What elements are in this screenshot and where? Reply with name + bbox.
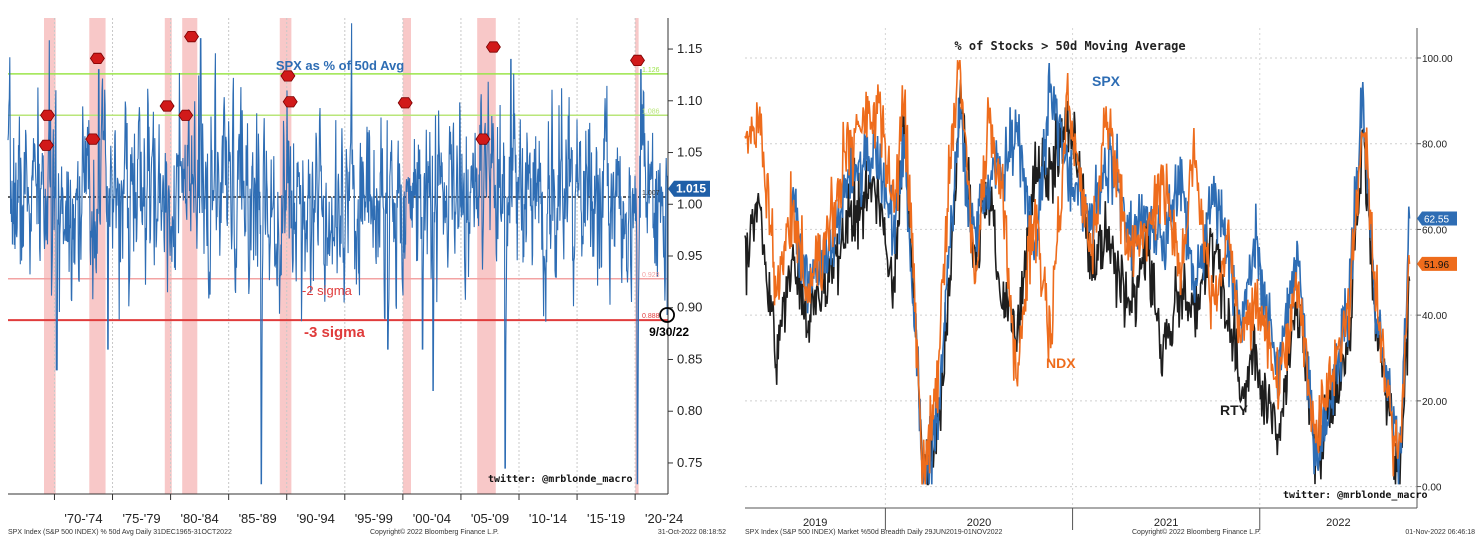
left-chart-title: SPX as % of 50d Avg <box>276 58 404 73</box>
current-value-text: 1.015 <box>676 182 706 196</box>
right-xtick-label-3: 2022 <box>1326 517 1350 529</box>
current-point-circle <box>659 307 675 323</box>
right-ytick-label-5: 100.00 <box>1422 54 1453 65</box>
refline-value-upper_3sigma: 1.126 <box>642 67 660 74</box>
left-xtick-label-2: '80-'84 <box>181 511 219 526</box>
spx-pct-50d-line <box>7 23 669 485</box>
signal-marker-1 <box>38 139 54 151</box>
right-footer-copyright: Copyright© 2022 Bloomberg Finance L.P. <box>1132 528 1261 536</box>
right-xtick-label-2: 2021 <box>1154 517 1178 529</box>
right-footer-source: SPX Index (S&P 500 INDEX) Market %50d Br… <box>745 529 1003 536</box>
right-plot-area <box>745 28 1417 508</box>
signal-marker-7 <box>280 70 296 82</box>
left-plot-area <box>8 18 668 494</box>
signal-marker-8 <box>282 96 298 108</box>
right-chart: % of Stocks > 50d Moving Average SPX NDX… <box>744 28 1475 536</box>
right-ytick-label-3: 60.00 <box>1422 225 1447 236</box>
right-xtick-label-1: 2020 <box>967 517 991 529</box>
left-watermark: twitter: @mrblonde_macro <box>488 473 633 485</box>
signal-marker-5 <box>178 109 194 121</box>
ndx-series-label: NDX <box>1046 355 1076 371</box>
left-ytick-label-5: 1.00 <box>677 196 702 211</box>
refline-value-upper_2sigma: 1.086 <box>642 108 660 115</box>
refline-value-lower_3sigma: 0.888 <box>642 313 660 320</box>
left-xtick-label-5: '95-'99 <box>355 511 393 526</box>
refline-value-lower_2sigma: 0.928 <box>642 272 660 279</box>
left-xtick-label-1: '75-'79 <box>122 511 160 526</box>
recession-shade-4 <box>279 18 292 494</box>
annotation-date: 9/30/22 <box>649 325 689 339</box>
left-footer-source: SPX Index (S&P 500 INDEX) % 50d Avg Dail… <box>8 529 232 536</box>
minus-3-sigma-label: -3 sigma <box>304 324 366 341</box>
ndx-breadth-line <box>744 59 1411 485</box>
rty-series-label: RTY <box>1220 402 1249 418</box>
right-watermark: twitter: @mrblonde_macro <box>1283 489 1428 501</box>
left-ytick-label-1: 0.80 <box>677 403 702 418</box>
left-xtick-label-7: '05-'09 <box>471 511 509 526</box>
signal-marker-2 <box>85 133 101 145</box>
left-xtick-label-9: '15-'19 <box>587 511 625 526</box>
spx-series-label: SPX <box>1092 73 1121 89</box>
left-xtick-label-0: '70-'74 <box>64 511 102 526</box>
left-ytick-label-2: 0.85 <box>677 351 702 366</box>
right-ytick-label-0: 0.00 <box>1422 483 1442 494</box>
left-chart: 1.126 1.086 1.007 0.928 0.888 SPX as % of 50… <box>7 18 726 536</box>
spx-last-value-badge <box>1417 211 1457 226</box>
ndx-last-value-badge <box>1417 256 1457 271</box>
left-xtick-label-4: '90-'94 <box>297 511 335 526</box>
signal-marker-4 <box>159 100 175 112</box>
refline-value-mean: 1.007 <box>642 190 660 197</box>
left-footer-copyright: Copyright© 2022 Bloomberg Finance L.P. <box>370 528 499 536</box>
recession-shade-5 <box>402 18 411 494</box>
recession-shade-3 <box>182 18 198 494</box>
signal-marker-10 <box>475 133 491 145</box>
rty-breadth-line <box>744 79 1411 486</box>
left-ytick-label-6: 1.05 <box>677 145 702 160</box>
left-xtick-label-8: '10-'14 <box>529 511 567 526</box>
left-ytick-label-3: 0.90 <box>677 300 702 315</box>
spx-last-value-text: 62.55 <box>1424 215 1449 226</box>
signal-marker-9 <box>397 97 413 109</box>
recession-shade-6 <box>477 18 496 494</box>
right-ytick-label-2: 40.00 <box>1422 311 1447 322</box>
left-footer-timestamp: 31-Oct-2022 08:18:52 <box>658 529 726 536</box>
left-xtick-label-10: '20-'24 <box>645 511 683 526</box>
minus-2-sigma-label: -2 sigma <box>302 283 353 298</box>
left-ytick-label-0: 0.75 <box>677 455 702 470</box>
right-ytick-label-1: 20.00 <box>1422 397 1447 408</box>
signal-marker-0 <box>40 109 55 121</box>
current-value-badge: 1.015 <box>668 180 710 197</box>
right-chart-title: % of Stocks > 50d Moving Average <box>954 39 1185 53</box>
right-ytick-label-4: 80.00 <box>1422 140 1447 151</box>
left-ytick-label-8: 1.15 <box>677 41 702 56</box>
right-xtick-label-0: 2019 <box>803 517 827 529</box>
recession-shade-0 <box>44 18 56 494</box>
signal-marker-11 <box>485 41 501 53</box>
left-ytick-label-4: 0.95 <box>677 248 702 263</box>
ndx-last-value-text: 51.96 <box>1424 260 1449 271</box>
left-ytick-label-7: 1.10 <box>677 93 702 108</box>
right-footer-timestamp: 01-Nov-2022 06:46:18 <box>1405 529 1475 536</box>
left-xtick-label-6: '00-'04 <box>413 511 451 526</box>
signal-marker-6 <box>184 30 199 43</box>
left-xtick-label-3: '85-'89 <box>239 511 277 526</box>
signal-marker-12 <box>630 54 645 66</box>
signal-marker-3 <box>89 52 105 64</box>
